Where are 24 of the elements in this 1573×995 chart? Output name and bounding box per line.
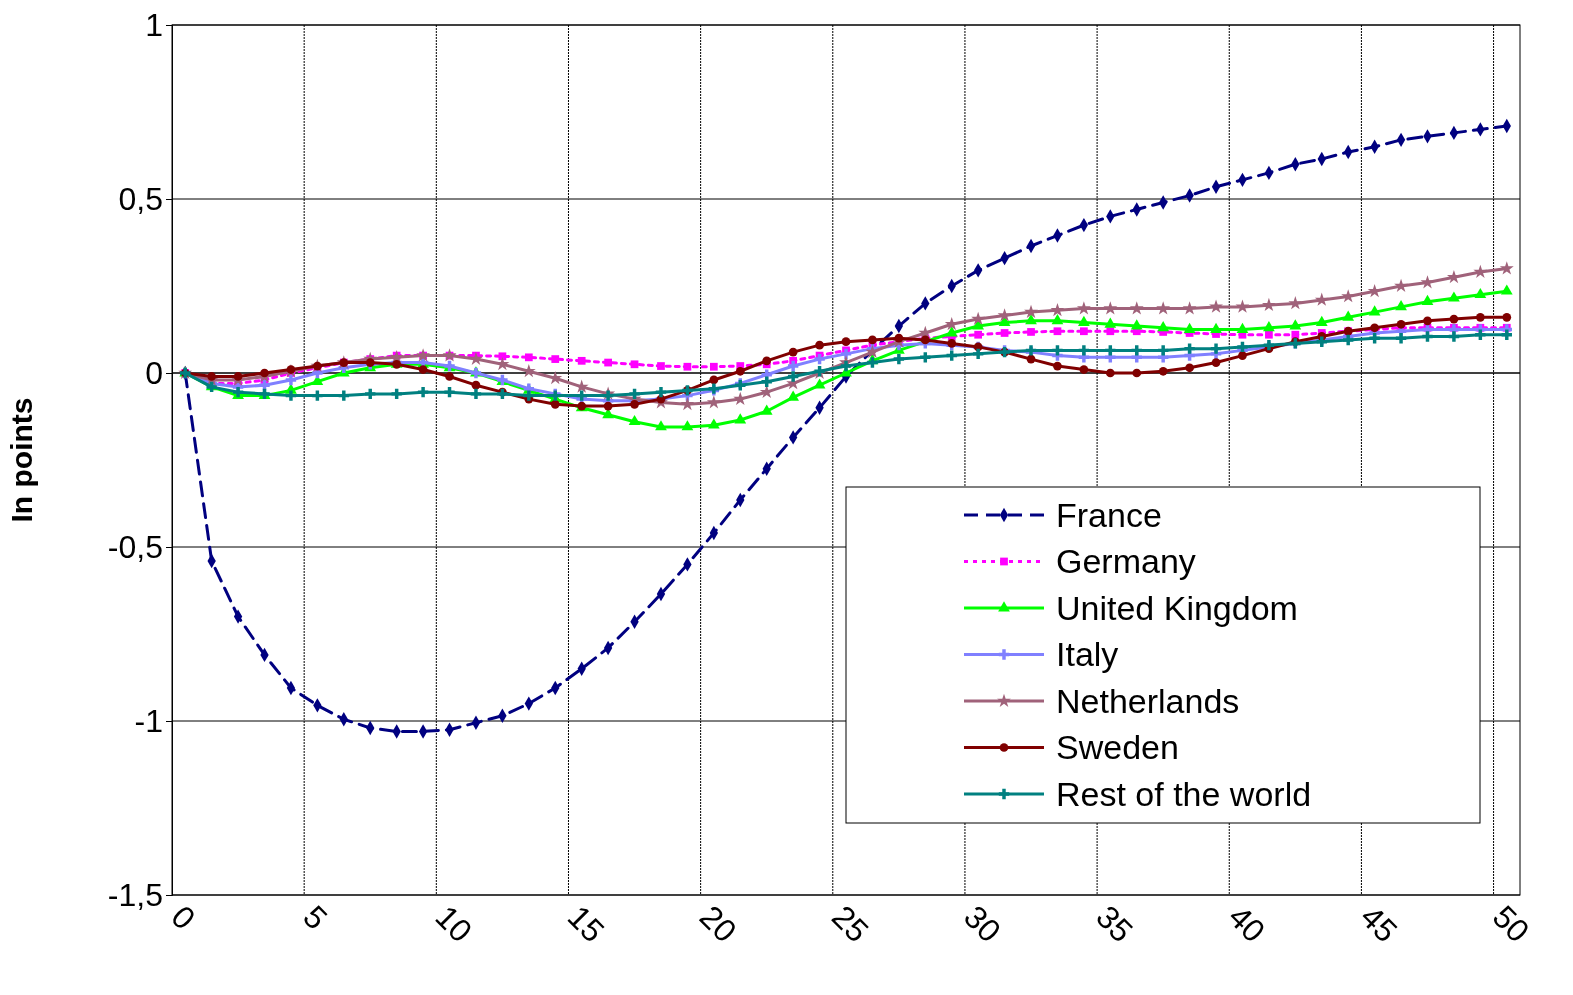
legend-label: United Kingdom <box>1056 588 1298 627</box>
y-tick-label: -1,5 <box>107 876 163 913</box>
x-tick-label: 25 <box>825 898 876 950</box>
legend-label: Sweden <box>1056 728 1179 767</box>
legend-label: Italy <box>1056 635 1119 674</box>
legend-label: Germany <box>1056 542 1196 581</box>
x-tick-label: 15 <box>560 898 612 950</box>
y-tick-label: 0 <box>145 354 163 391</box>
y-axis-title: In points <box>5 397 38 523</box>
legend-label: France <box>1056 495 1162 534</box>
x-tick-label: 20 <box>692 898 744 950</box>
x-tick-label: 5 <box>296 898 335 937</box>
x-tick-label: 30 <box>957 898 1008 950</box>
x-tick-label: 45 <box>1353 898 1405 950</box>
x-tick-label: 10 <box>428 898 480 950</box>
y-tick-label: -0,5 <box>107 528 163 565</box>
legend-label: Rest of the world <box>1056 774 1312 813</box>
x-tick-label: 35 <box>1089 898 1140 950</box>
y-tick-label: -1 <box>134 702 163 739</box>
x-tick-label: 50 <box>1485 898 1537 950</box>
x-tick-label: 40 <box>1221 898 1273 950</box>
legend-label: Netherlands <box>1056 681 1240 720</box>
y-tick-label: 1 <box>145 6 163 43</box>
y-tick-label: 0,5 <box>118 180 163 217</box>
